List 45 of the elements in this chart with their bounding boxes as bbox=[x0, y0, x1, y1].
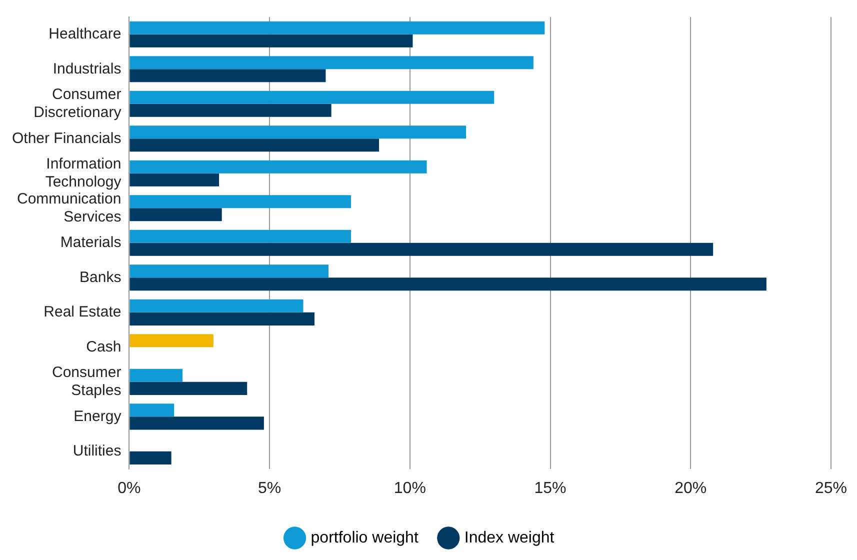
bar bbox=[130, 195, 351, 208]
bar bbox=[130, 34, 413, 48]
y-tick-label: Utilities bbox=[72, 442, 122, 460]
legend-label: portfolio weight bbox=[310, 529, 419, 546]
bar bbox=[130, 126, 466, 139]
bar bbox=[130, 242, 714, 256]
x-tick-label: 15% bbox=[534, 480, 566, 497]
bar bbox=[130, 104, 332, 117]
y-tick-label: Healthcare bbox=[48, 26, 122, 43]
bar bbox=[130, 264, 329, 278]
y-tick-label: Other Financials bbox=[12, 130, 122, 147]
bar bbox=[130, 208, 222, 222]
y-tick-label: Materials bbox=[60, 234, 122, 252]
y-tick-label: Cash bbox=[86, 338, 122, 356]
y-tick-label: Consumer Staples bbox=[52, 364, 122, 400]
x-tick-label: 25% bbox=[814, 480, 848, 497]
bar bbox=[130, 69, 326, 82]
bar bbox=[130, 451, 172, 464]
y-tick-label: Information Technology bbox=[45, 156, 122, 191]
y-tick-label: Real Estate bbox=[44, 304, 122, 321]
x-tick-label: 10% bbox=[394, 480, 426, 497]
bar bbox=[130, 21, 545, 34]
y-tick-label: Consumer Discretionary bbox=[34, 86, 122, 122]
bar bbox=[130, 138, 380, 152]
bar bbox=[130, 404, 174, 417]
y-tick-label: Banks bbox=[80, 268, 122, 286]
bar bbox=[130, 173, 220, 186]
x-tick-label: 5% bbox=[258, 480, 282, 497]
y-tick-label: Energy bbox=[74, 408, 122, 425]
bar bbox=[130, 90, 494, 104]
y-tick-label: Communication Services bbox=[16, 190, 122, 226]
y-tick-label: Industrials bbox=[52, 60, 122, 78]
bar bbox=[130, 334, 214, 348]
x-tick-label: 20% bbox=[674, 480, 707, 497]
bar bbox=[130, 56, 534, 70]
bar bbox=[130, 368, 183, 382]
bar bbox=[130, 416, 264, 430]
x-tick-label: 0% bbox=[118, 480, 141, 497]
legend-label: Index weight bbox=[464, 529, 555, 546]
bar bbox=[130, 278, 766, 291]
bar bbox=[130, 299, 304, 312]
bar bbox=[130, 312, 314, 326]
bar bbox=[130, 230, 351, 243]
bar bbox=[130, 382, 248, 395]
bar bbox=[130, 160, 427, 174]
